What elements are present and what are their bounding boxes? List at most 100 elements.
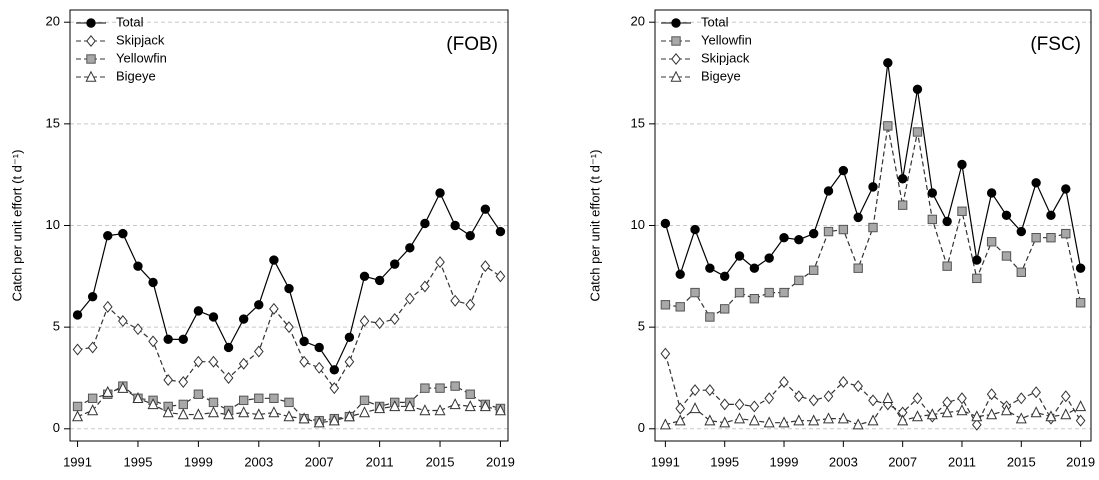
marker: [838, 165, 849, 176]
marker: [208, 355, 219, 368]
marker: [253, 408, 265, 420]
marker: [808, 414, 820, 426]
marker: [72, 343, 83, 356]
marker: [1061, 228, 1071, 239]
marker: [359, 271, 370, 282]
marker: [87, 341, 98, 354]
marker: [72, 410, 84, 422]
marker: [374, 402, 386, 414]
marker: [419, 404, 431, 416]
marker: [659, 418, 671, 430]
marker: [705, 384, 715, 397]
legend-label: Total: [116, 14, 144, 29]
marker: [465, 389, 475, 399]
marker: [823, 226, 834, 237]
marker: [897, 200, 908, 210]
marker: [238, 314, 249, 324]
marker: [897, 414, 909, 426]
marker: [689, 402, 701, 414]
marker: [374, 275, 385, 286]
marker: [434, 404, 446, 416]
legend-marker: [85, 70, 97, 82]
marker: [208, 312, 219, 322]
marker: [719, 416, 731, 428]
marker: [838, 376, 849, 389]
marker: [794, 275, 804, 286]
marker: [883, 121, 893, 131]
marker: [495, 226, 506, 237]
marker: [178, 399, 188, 410]
marker: [660, 300, 671, 310]
legend-marker: [671, 18, 681, 28]
marker: [749, 263, 760, 273]
marker: [162, 406, 174, 418]
marker: [705, 263, 715, 273]
x-tick-label: 2007: [305, 454, 334, 469]
marker: [690, 287, 700, 298]
marker: [404, 292, 415, 305]
marker: [1075, 400, 1087, 412]
marker: [238, 395, 249, 406]
marker: [269, 393, 279, 404]
marker: [223, 408, 235, 420]
marker: [328, 414, 340, 426]
y-axis-label: Catch per unit effort (t d⁻¹): [587, 150, 602, 302]
x-tick-label: 1995: [124, 454, 153, 469]
marker: [344, 332, 355, 343]
marker: [986, 237, 997, 247]
marker: [720, 304, 730, 314]
marker: [208, 397, 219, 408]
marker: [927, 214, 938, 225]
legend-marker: [86, 35, 96, 47]
marker: [719, 398, 730, 411]
legend-label: Bigeye: [116, 68, 156, 83]
marker: [223, 371, 234, 384]
marker: [299, 336, 309, 347]
marker: [660, 347, 671, 360]
legend-label: Yellowfin: [701, 32, 752, 47]
marker: [942, 261, 952, 271]
marker: [193, 306, 204, 316]
marker: [389, 313, 400, 326]
marker: [1000, 404, 1012, 416]
marker: [986, 408, 998, 420]
marker: [1031, 386, 1041, 399]
marker: [1001, 251, 1012, 261]
series-line: [77, 387, 501, 424]
marker: [986, 388, 997, 401]
x-tick-label: 1999: [184, 454, 213, 469]
marker: [118, 315, 128, 328]
series-line: [77, 191, 501, 372]
marker: [675, 269, 685, 279]
x-tick-label: 2019: [1066, 454, 1095, 469]
marker: [390, 259, 400, 269]
marker: [1046, 232, 1056, 243]
marker: [748, 414, 760, 426]
marker: [971, 418, 982, 431]
marker: [193, 355, 204, 368]
marker: [147, 398, 159, 410]
marker: [102, 385, 114, 397]
x-tick-label: 1991: [651, 454, 680, 469]
marker: [87, 404, 99, 416]
marker: [1016, 392, 1027, 405]
marker: [897, 174, 908, 184]
marker: [494, 404, 506, 416]
marker: [926, 408, 938, 420]
marker: [495, 270, 506, 283]
annotation: (FOB): [446, 34, 498, 55]
marker: [868, 394, 878, 407]
marker: [852, 418, 864, 430]
marker: [420, 280, 430, 293]
marker: [749, 400, 760, 413]
marker: [1075, 263, 1086, 273]
marker: [103, 230, 113, 241]
marker: [254, 393, 264, 404]
marker: [344, 355, 355, 368]
marker: [133, 323, 143, 336]
marker: [972, 273, 982, 284]
legend-label: Skipjack: [116, 32, 165, 47]
marker: [912, 127, 923, 137]
marker: [957, 206, 967, 216]
marker: [779, 232, 789, 243]
